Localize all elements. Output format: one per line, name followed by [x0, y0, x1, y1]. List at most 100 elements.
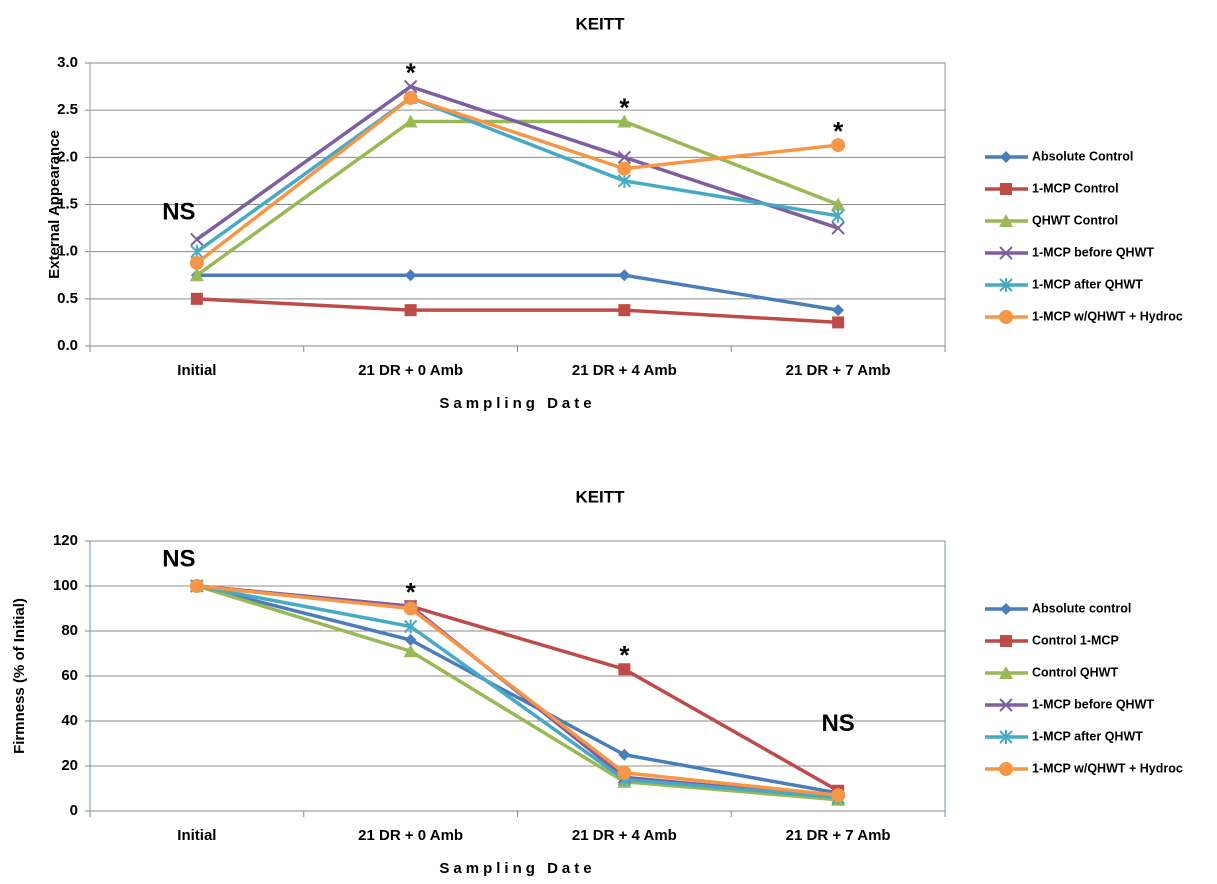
marker	[831, 197, 846, 211]
legend-label: Absolute control	[1032, 601, 1131, 615]
series-line	[195, 95, 839, 265]
x-axis-title: Sampling Date	[439, 395, 595, 412]
y-tick-label: 100	[53, 577, 78, 594]
marker	[618, 304, 631, 317]
marker	[1000, 151, 1012, 163]
marker	[618, 663, 631, 676]
x-tick-label: 21 DR + 4 Amb	[572, 827, 677, 844]
y-tick-label: 1.5	[57, 195, 78, 212]
y-tick-label: 0.5	[57, 290, 78, 307]
series-line	[196, 584, 839, 797]
marker	[617, 161, 632, 176]
marker	[999, 310, 1013, 324]
y-axis-title: External Appearance	[46, 130, 63, 279]
marker	[1000, 183, 1012, 195]
legend-label: QHWT Control	[1032, 213, 1118, 227]
y-axis-title: Firmness (% of Initial)	[11, 598, 28, 754]
series-line	[196, 584, 839, 802]
legend-label: 1-MCP after QHWT	[1032, 729, 1143, 743]
marker	[831, 221, 845, 235]
marker	[189, 255, 204, 270]
marker	[404, 269, 417, 282]
legend-label: Control QHWT	[1032, 665, 1118, 679]
marker	[999, 666, 1013, 679]
chart-title: KEITT	[575, 487, 625, 506]
marker	[832, 316, 845, 329]
y-tick-label: 120	[53, 532, 78, 549]
series-line	[196, 273, 839, 312]
marker	[190, 292, 203, 305]
marker	[999, 730, 1013, 744]
marker	[403, 90, 418, 105]
marker	[617, 765, 632, 780]
marker	[403, 114, 418, 128]
series-line	[195, 95, 839, 254]
legend-label: Control 1-MCP	[1032, 633, 1119, 647]
x-tick-label: 21 DR + 0 Amb	[358, 827, 463, 844]
marker	[617, 173, 632, 188]
marker	[832, 304, 845, 317]
y-tick-label: 60	[61, 667, 78, 684]
y-tick-label: 0.0	[57, 337, 78, 354]
marker	[403, 601, 418, 616]
y-tick-label: 2.5	[57, 101, 78, 118]
marker	[190, 232, 204, 247]
marker	[189, 268, 204, 282]
marker	[618, 748, 631, 761]
marker	[831, 208, 845, 223]
marker	[404, 634, 417, 646]
marker	[1000, 603, 1012, 615]
annotation: *	[833, 116, 844, 146]
marker	[617, 150, 632, 165]
y-tick-label: 0	[70, 802, 78, 819]
legend-label: 1-MCP Control	[1032, 181, 1119, 195]
legend-label: 1-MCP w/QHWT + Hydroc	[1032, 761, 1183, 775]
legend-label: 1-MCP before QHWT	[1032, 245, 1154, 259]
marker	[618, 269, 631, 282]
x-tick-label: Initial	[177, 827, 216, 844]
y-tick-label: 80	[61, 622, 78, 639]
annotation: *	[406, 577, 417, 607]
marker	[403, 644, 418, 658]
legend-label: 1-MCP w/QHWT + Hydroc	[1032, 309, 1183, 323]
x-axis-title: Sampling Date	[439, 860, 595, 877]
marker	[999, 698, 1013, 712]
annotation: NS	[821, 710, 854, 737]
legend-label: Absolute Control	[1032, 149, 1133, 163]
marker	[403, 79, 418, 94]
annotation: *	[406, 57, 417, 87]
annotation: NS	[162, 545, 195, 572]
legend-label: 1-MCP after QHWT	[1032, 277, 1143, 291]
series-line	[195, 84, 839, 241]
marker	[999, 246, 1013, 260]
marker	[999, 762, 1013, 776]
marker	[831, 788, 846, 803]
y-tick-label: 2.0	[57, 148, 78, 165]
y-tick-label: 1.0	[57, 243, 78, 260]
marker	[404, 304, 417, 317]
y-tick-label: 20	[61, 757, 78, 774]
series-line	[196, 297, 839, 325]
marker	[999, 214, 1013, 227]
y-tick-label: 40	[61, 712, 78, 729]
x-tick-label: 21 DR + 0 Amb	[358, 362, 463, 379]
marker	[999, 278, 1013, 292]
marker	[189, 579, 204, 593]
y-tick-label: 3.0	[57, 54, 78, 71]
x-tick-label: 21 DR + 7 Amb	[786, 362, 891, 379]
marker	[1000, 635, 1012, 647]
x-tick-label: Initial	[177, 362, 216, 379]
x-tick-label: 21 DR + 4 Amb	[572, 362, 677, 379]
marker	[831, 138, 846, 153]
legend-label: 1-MCP before QHWT	[1032, 697, 1154, 711]
annotation: *	[619, 640, 630, 670]
series-line	[196, 584, 839, 800]
x-tick-label: 21 DR + 7 Amb	[786, 827, 891, 844]
annotation: *	[619, 92, 630, 122]
marker	[617, 114, 632, 128]
annotation: NS	[162, 199, 195, 226]
marker	[403, 619, 418, 634]
series-line	[196, 584, 839, 795]
chart-title: KEITT	[575, 14, 625, 33]
